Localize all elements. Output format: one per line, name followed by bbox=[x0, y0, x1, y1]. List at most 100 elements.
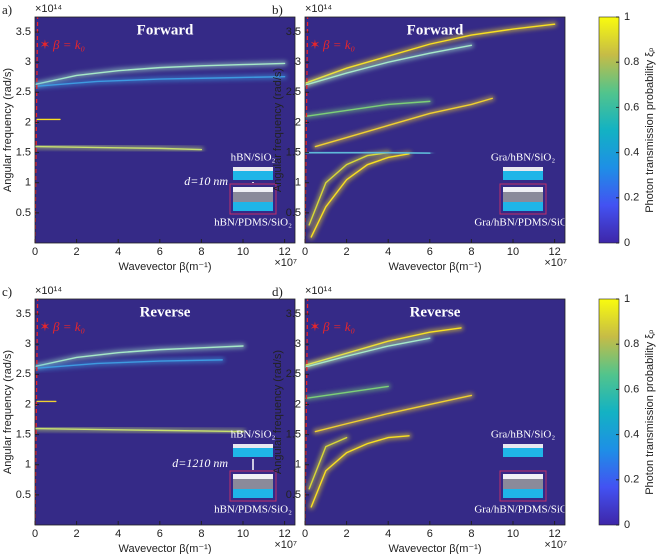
inset-layer bbox=[233, 448, 273, 457]
y-tick-label: 2.5 bbox=[16, 368, 31, 380]
x-tick-label: 8 bbox=[468, 246, 474, 258]
colorbar-tick-label: 0.8 bbox=[624, 338, 639, 350]
panel-title: Reverse bbox=[410, 304, 461, 320]
panel-label: c) bbox=[2, 284, 12, 299]
inset-frame bbox=[499, 183, 547, 215]
x-tick-label: 4 bbox=[115, 528, 121, 540]
inset-layer bbox=[233, 187, 273, 192]
colorbar-tick-label: 0.6 bbox=[624, 101, 639, 113]
light-line bbox=[35, 17, 39, 243]
y-axis-label: Angular frequency (rad/s) bbox=[2, 350, 14, 474]
y-tick-label: 2 bbox=[25, 116, 31, 128]
axes-frame bbox=[34, 16, 296, 244]
inset-frame bbox=[229, 183, 277, 215]
x-tick-label: 2 bbox=[74, 528, 80, 540]
ridge bbox=[305, 23, 556, 84]
x-multiplier: ×10⁷ bbox=[544, 257, 567, 269]
y-tick-label: 3.5 bbox=[286, 308, 301, 320]
x-multiplier: ×10⁷ bbox=[274, 257, 297, 269]
y-tick-label: 1 bbox=[295, 459, 301, 471]
y-tick-label: 3 bbox=[295, 338, 301, 350]
colorbar-label: Photon transmission probability ξₚ bbox=[644, 47, 656, 213]
axes-frame bbox=[304, 298, 566, 526]
ridge bbox=[310, 435, 410, 508]
colorbar-tick-label: 0.2 bbox=[624, 192, 639, 204]
x-tick-label: 0 bbox=[32, 246, 38, 258]
x-axis-label: Wavevector β(m⁻¹) bbox=[118, 543, 211, 554]
y-multiplier: ×10¹⁴ bbox=[305, 285, 332, 297]
x-tick-label: 0 bbox=[32, 528, 38, 540]
y-tick-label: 2 bbox=[25, 398, 31, 410]
gap-label: d=1210 nm bbox=[172, 456, 228, 470]
light-line bbox=[305, 17, 309, 243]
x-tick-label: 0 bbox=[302, 528, 308, 540]
colorbar bbox=[598, 16, 620, 244]
panel-title: Forward bbox=[137, 22, 194, 38]
x-tick-label: 6 bbox=[157, 528, 163, 540]
ridge bbox=[35, 427, 244, 433]
y-tick-label: 0.5 bbox=[16, 489, 31, 501]
inset-label: hBN/PDMS/SiO₂ bbox=[214, 504, 292, 516]
x-tick-label: 8 bbox=[468, 528, 474, 540]
inset-layer bbox=[503, 167, 543, 171]
x-tick-label: 2 bbox=[344, 246, 350, 258]
inset-label: Gra/hBN/PDMS/SiO₂ bbox=[474, 217, 572, 229]
y-tick-label: 1.5 bbox=[286, 147, 301, 159]
x-tick-label: 10 bbox=[237, 528, 249, 540]
ridge bbox=[305, 327, 462, 366]
legend-label: β = k₀ bbox=[52, 319, 85, 334]
inset-layer bbox=[503, 489, 543, 498]
ridge bbox=[35, 345, 244, 368]
inset-frame bbox=[229, 470, 277, 502]
colorbar-label: Photon transmission probability ξₚ bbox=[644, 329, 656, 495]
y-tick-label: 2.5 bbox=[286, 86, 301, 98]
ridge bbox=[35, 145, 203, 151]
y-axis-label: Angular frequency (rad/s) bbox=[272, 350, 284, 474]
x-tick-label: 2 bbox=[74, 246, 80, 258]
inset-label: hBN/SiO₂ bbox=[231, 152, 276, 164]
ridge bbox=[310, 153, 410, 238]
inset-label: Gra/hBN/PDMS/SiO₂ bbox=[474, 504, 572, 516]
ridge bbox=[305, 337, 431, 368]
y-multiplier: ×10¹⁴ bbox=[305, 3, 332, 15]
x-tick-label: 12 bbox=[548, 246, 560, 258]
legend-label: β = k₀ bbox=[52, 37, 85, 52]
legend-label: β = k₀ bbox=[322, 37, 355, 52]
inset-layer bbox=[233, 202, 273, 211]
plot-area bbox=[35, 299, 246, 525]
legend-marker: ✶ bbox=[310, 319, 321, 334]
x-axis-label: Wavevector β(m⁻¹) bbox=[388, 261, 481, 273]
y-tick-label: 3.5 bbox=[286, 26, 301, 38]
y-tick-label: 3.5 bbox=[16, 26, 31, 38]
legend-marker: ✶ bbox=[40, 319, 51, 334]
x-tick-label: 8 bbox=[198, 246, 204, 258]
colorbar-tick-label: 0.6 bbox=[624, 383, 639, 395]
panel-label: a) bbox=[2, 2, 12, 17]
x-tick-label: 10 bbox=[237, 246, 249, 258]
x-tick-label: 6 bbox=[157, 246, 163, 258]
ridge bbox=[305, 44, 473, 86]
x-axis-label: Wavevector β(m⁻¹) bbox=[388, 543, 481, 554]
colorbar-tick-label: 1 bbox=[624, 11, 630, 23]
y-tick-label: 3.5 bbox=[16, 308, 31, 320]
y-tick-label: 1 bbox=[295, 177, 301, 189]
y-tick-label: 0.5 bbox=[16, 207, 31, 219]
y-tick-label: 0.5 bbox=[286, 207, 301, 219]
y-tick-label: 2 bbox=[295, 398, 301, 410]
panel-title: Reverse bbox=[140, 304, 191, 320]
ridge bbox=[305, 100, 431, 118]
x-tick-label: 4 bbox=[115, 246, 121, 258]
ridge bbox=[308, 436, 348, 490]
ridge bbox=[35, 359, 223, 370]
inset-layer bbox=[503, 448, 543, 457]
y-tick-label: 2.5 bbox=[16, 86, 31, 98]
axes-frame bbox=[34, 298, 296, 526]
panel-label: b) bbox=[272, 2, 283, 17]
plot-area bbox=[35, 17, 288, 243]
ridge bbox=[314, 97, 493, 148]
colorbar-tick-label: 1 bbox=[624, 293, 630, 305]
plot-area bbox=[305, 299, 474, 525]
y-tick-label: 3 bbox=[295, 56, 301, 68]
inset-layer bbox=[503, 202, 543, 211]
y-tick-label: 2 bbox=[295, 116, 301, 128]
